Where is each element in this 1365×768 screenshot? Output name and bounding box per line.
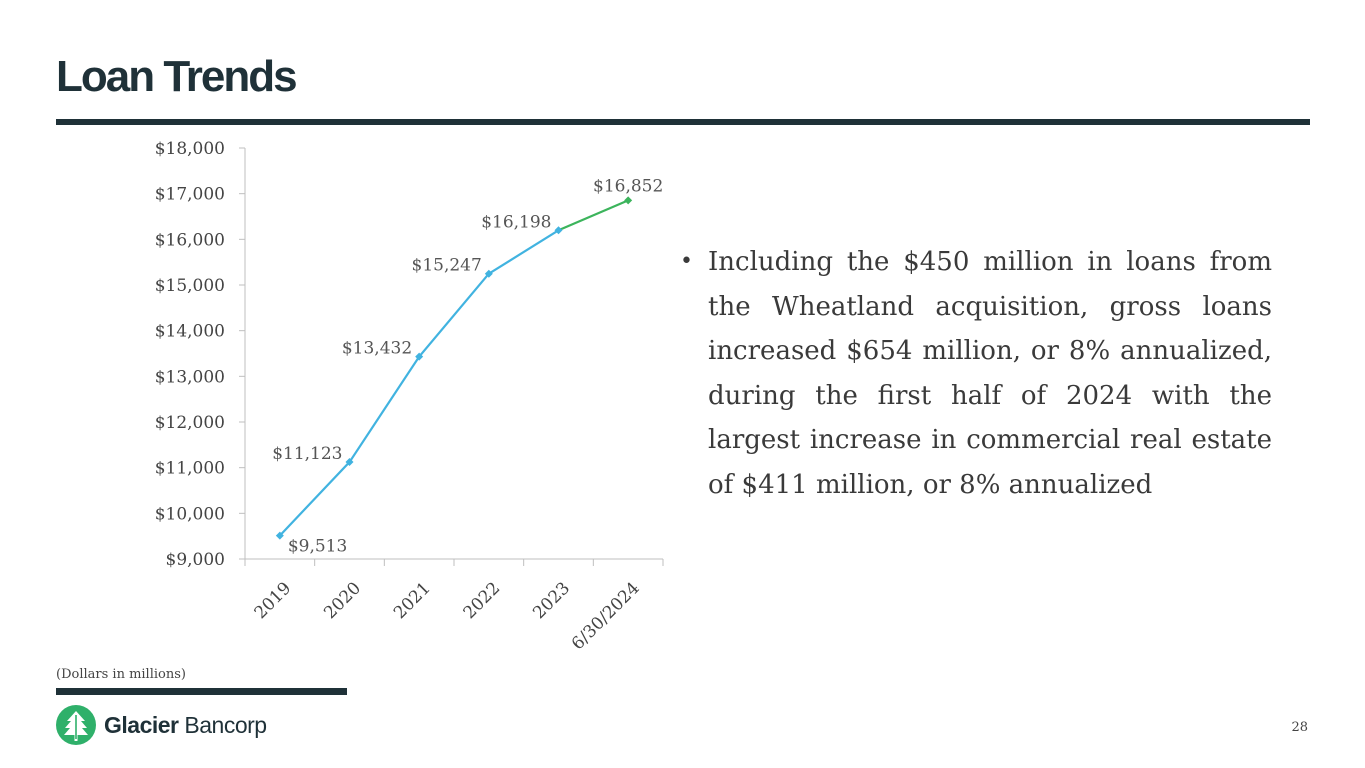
y-axis: $9,000 $10,000 $11,000 $12,000 $13,000 $14,00… <box>155 139 246 570</box>
page-number: 28 <box>1291 720 1308 735</box>
y-tick-label: $13,000 <box>155 367 225 387</box>
footnote: (Dollars in millions) <box>56 667 186 682</box>
x-tick-label: 2019 <box>251 578 296 623</box>
company-logo: Glacier Bancorp <box>56 705 267 745</box>
data-point <box>415 352 424 361</box>
bullet-list: • Including the $450 million in loans fr… <box>680 240 1272 507</box>
x-tick-label: 6/30/2024 <box>568 578 644 654</box>
company-name: Glacier Bancorp <box>104 712 267 739</box>
data-label: $15,247 <box>412 256 482 276</box>
data-point <box>554 226 563 235</box>
chart-lines <box>279 199 629 537</box>
chart-points <box>275 196 633 540</box>
tree-icon <box>56 705 96 745</box>
series-line <box>279 229 560 537</box>
x-tick-label: 2020 <box>320 578 365 623</box>
y-tick-label: $18,000 <box>155 139 225 159</box>
data-point <box>624 196 633 205</box>
data-point <box>275 531 284 540</box>
y-tick-label: $12,000 <box>155 413 225 433</box>
y-tick-label: $17,000 <box>155 185 225 205</box>
y-tick-label: $10,000 <box>155 504 225 524</box>
x-tick-label: 2022 <box>460 578 505 623</box>
data-label: $16,198 <box>481 212 551 232</box>
bullet-text: Including the $450 million in loans from… <box>708 247 1272 500</box>
y-tick-label: $15,000 <box>155 276 225 296</box>
data-point <box>345 458 354 467</box>
data-label: $11,123 <box>272 444 342 464</box>
page-title: Loan Trends <box>56 52 298 101</box>
data-label: $13,432 <box>342 339 412 359</box>
bullet-icon: • <box>680 249 693 274</box>
series-line <box>558 199 629 232</box>
chart-data-labels: $9,513 $11,123 $13,432 $15,247 $16,198 $16,85… <box>272 176 663 556</box>
company-name-light: Bancorp <box>178 711 267 738</box>
company-name-bold: Glacier <box>104 711 179 738</box>
data-label: $9,513 <box>288 537 347 557</box>
y-tick-label: $9,000 <box>166 550 225 570</box>
y-tick-label: $14,000 <box>155 322 225 342</box>
footer-divider <box>56 688 347 695</box>
data-point <box>484 269 493 278</box>
title-divider <box>56 119 1310 125</box>
y-tick-label: $16,000 <box>155 230 225 250</box>
bullet-item: • Including the $450 million in loans fr… <box>680 240 1272 507</box>
loan-trend-chart: $9,000 $10,000 $11,000 $12,000 $13,000 $14,00… <box>155 139 664 654</box>
y-tick-label: $11,000 <box>155 459 225 479</box>
x-tick-label: 2023 <box>529 578 574 623</box>
x-tick-label: 2021 <box>390 578 435 623</box>
data-label: $16,852 <box>593 176 663 196</box>
